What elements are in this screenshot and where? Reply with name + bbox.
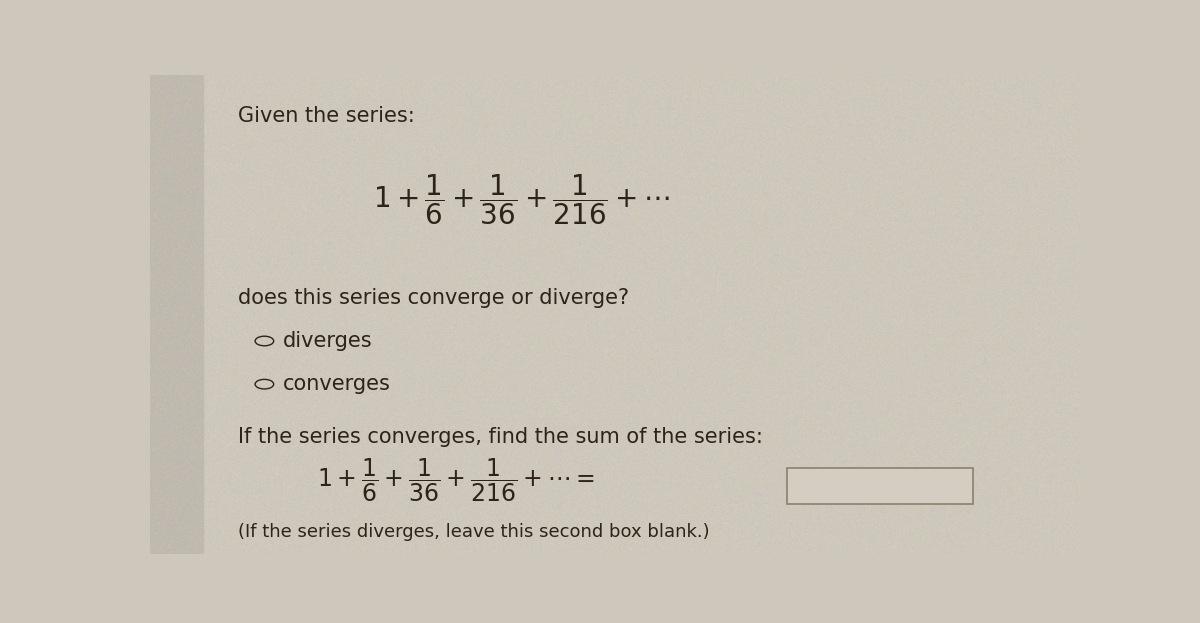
Text: $1 + \dfrac{1}{6} + \dfrac{1}{36} + \dfrac{1}{216} + \cdots =$: $1 + \dfrac{1}{6} + \dfrac{1}{36} + \dfr… [317,457,595,504]
Text: diverges: diverges [283,331,373,351]
Text: $1 + \dfrac{1}{6} + \dfrac{1}{36} + \dfrac{1}{216} + \cdots$: $1 + \dfrac{1}{6} + \dfrac{1}{36} + \dfr… [373,172,670,227]
Text: converges: converges [283,374,391,394]
Text: (If the series diverges, leave this second box blank.): (If the series diverges, leave this seco… [239,523,710,541]
FancyBboxPatch shape [787,468,973,504]
Text: Given the series:: Given the series: [239,106,415,126]
Text: does this series converge or diverge?: does this series converge or diverge? [239,288,630,308]
Text: If the series converges, find the sum of the series:: If the series converges, find the sum of… [239,427,763,447]
